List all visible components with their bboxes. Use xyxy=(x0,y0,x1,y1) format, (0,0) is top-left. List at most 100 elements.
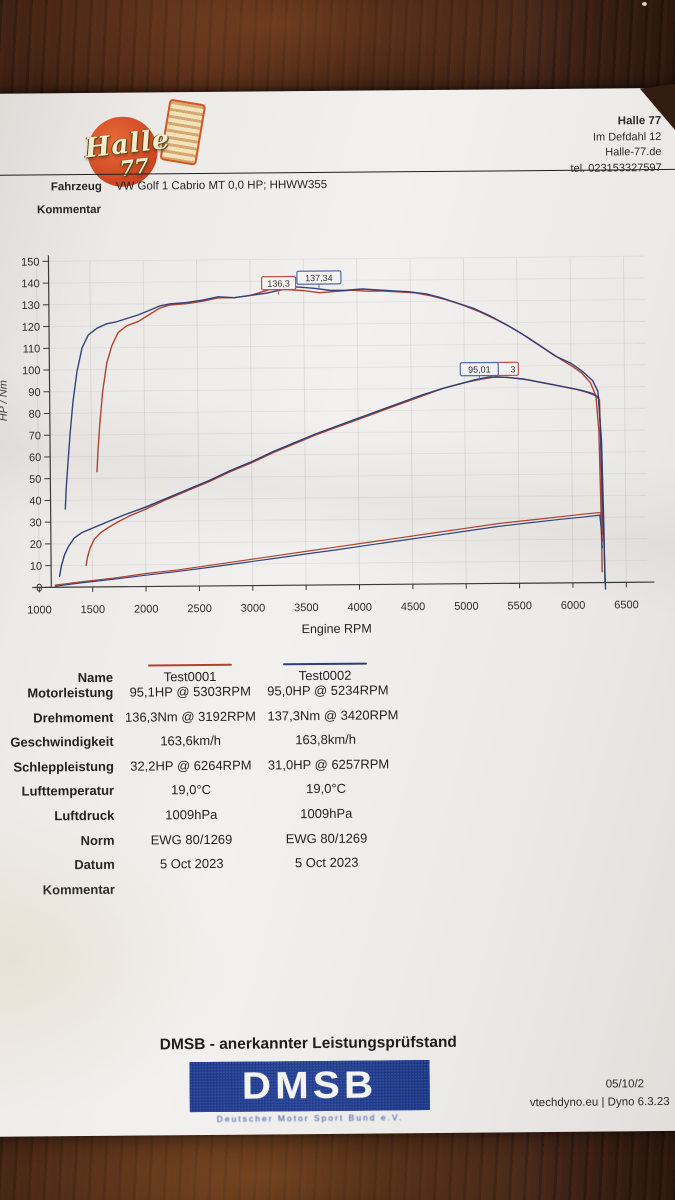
x-tick-label: 4500 xyxy=(401,601,426,613)
grid-h xyxy=(48,277,645,284)
y-tick-label: 10 xyxy=(30,561,42,573)
x-axis xyxy=(32,581,655,589)
x-tick-label: 1500 xyxy=(81,604,106,616)
grid-h xyxy=(50,472,647,480)
x-tick-label: 3000 xyxy=(241,602,266,614)
table-row: Drehmoment 136,3Nm @ 3192RPM 137,3Nm @ 342… xyxy=(0,707,416,735)
table-row: Schleppleistung 32,2HP @ 6264RPM 31,0HP @ … xyxy=(0,756,416,784)
peak-label-box xyxy=(296,270,342,285)
row-value: 19,0°C xyxy=(171,782,212,798)
row-label: Lufttemperatur xyxy=(21,783,115,799)
y-tick-label: 20 xyxy=(30,539,42,551)
series-test0002-torque-nm- xyxy=(64,286,606,584)
y-tick-label: 30 xyxy=(29,517,41,529)
peak-label-text: 136,3 xyxy=(267,279,290,289)
x-axis-label: Engine RPM xyxy=(302,622,372,637)
grid-h xyxy=(50,451,647,458)
print-date: 05/10/2 xyxy=(605,1078,645,1091)
series-color-swatch xyxy=(147,663,232,667)
row-label: Geschwindigkeit xyxy=(10,733,114,750)
vehicle-value: VW Golf 1 Cabrio MT 0,0 HP; HHWW355 xyxy=(115,178,328,193)
grid-h xyxy=(48,255,645,262)
x-tick-label: 6500 xyxy=(614,599,639,611)
y-tick-label: 110 xyxy=(23,343,41,355)
print-source: vtechdyno.eu | Dyno 6.3.23 xyxy=(529,1095,670,1110)
grid-h xyxy=(49,320,646,328)
row-value: EWG 80/1269 xyxy=(150,831,233,848)
grid-h xyxy=(49,364,646,371)
grid-v xyxy=(569,256,574,583)
series-test0001-power-hp- xyxy=(85,376,604,567)
grid-h xyxy=(50,538,647,545)
peak-label-text: 3 xyxy=(510,364,515,374)
comment-label: Kommentar xyxy=(36,203,101,217)
table-row: Lufttemperatur 19,0°C 19,0°C xyxy=(0,781,416,809)
halle77-logo: Halle 77 xyxy=(67,98,248,188)
x-tick-label: 1000 xyxy=(27,604,52,616)
table-row: Kommentar xyxy=(0,879,417,907)
grid-h xyxy=(49,342,646,349)
grid-h xyxy=(49,386,646,393)
row-label: Schleppleistung xyxy=(13,758,114,775)
y-tick-label: 120 xyxy=(22,322,40,334)
row-value: Test0001 xyxy=(113,663,267,685)
crumb-speck xyxy=(642,2,647,6)
test-name: Test0001 xyxy=(163,668,217,685)
grid-v xyxy=(356,258,360,585)
y-tick-label: 100 xyxy=(22,365,40,377)
x-tick-label: 3500 xyxy=(294,602,319,614)
x-tick-label: 5500 xyxy=(507,600,532,612)
table-row: Norm EWG 80/1269 EWG 80/1269 xyxy=(0,830,417,858)
table-row: Motorleistung 95,1HP @ 5303RPM 95,0HP @ 52… xyxy=(0,682,415,710)
dmsb-logo-subtitle: Deutscher Motor Sport Bund e.V. xyxy=(216,1112,404,1124)
grid-v xyxy=(142,260,147,587)
x-tick-label: 4000 xyxy=(347,602,372,614)
y-tick-label: 90 xyxy=(28,387,40,399)
row-value: 163,6km/h xyxy=(160,733,222,749)
row-label: Norm xyxy=(80,832,115,848)
contact-street: Im Defdahl 12 xyxy=(592,130,662,144)
grid-h xyxy=(50,494,647,501)
table-row: Datum 5 Oct 2023 5 Oct 2023 xyxy=(0,854,417,882)
x-tick-label: 2000 xyxy=(134,603,159,615)
row-value: 137,3Nm @ 3420RPM xyxy=(267,706,399,724)
row-label: Kommentar xyxy=(42,881,116,898)
vehicle-label: Fahrzeug xyxy=(50,180,102,194)
row-value: 5 Oct 2023 xyxy=(159,855,224,872)
row-value: EWG 80/1269 xyxy=(285,830,368,846)
grid-v xyxy=(516,257,521,584)
dmsb-logo-text: DMSB xyxy=(241,1064,378,1108)
y-tick-label: 140 xyxy=(21,278,39,290)
grid-v xyxy=(622,256,627,583)
row-value: 32,2HP @ 6264RPM xyxy=(130,757,252,774)
grid-h xyxy=(49,407,646,414)
dyno-chart: 1000 1500 2000 2500 3000 3500 4000 4500 5000 5500… xyxy=(21,255,655,637)
row-value: 95,1HP @ 5303RPM xyxy=(129,683,251,700)
series-color-swatch xyxy=(282,662,367,666)
row-value: 1009hPa xyxy=(300,805,353,822)
peak-label-text: 95,01 xyxy=(468,365,491,375)
y-tick-label: 40 xyxy=(29,495,41,507)
grid-h xyxy=(48,299,645,306)
y-axis-label: HP / Nm xyxy=(0,380,10,422)
y-tick-label: 70 xyxy=(29,430,41,442)
peak-label-text: 137,34 xyxy=(305,273,333,283)
dyno-report-sheet: Halle 77 Halle 77 Im Defdahl 12 Halle-77… xyxy=(0,87,675,1137)
x-tick-label: 6000 xyxy=(561,600,586,612)
row-value: Test0002 xyxy=(267,662,383,683)
results-table: Name Test0001 Test0002 Motorleistung 95,1HP … xyxy=(0,652,417,907)
grid-v xyxy=(35,261,40,588)
row-value: 136,3Nm @ 3192RPM xyxy=(124,708,256,725)
grid-h xyxy=(51,559,648,567)
grid-v xyxy=(462,257,467,584)
y-tick-label: 150 xyxy=(21,256,39,268)
row-label: Datum xyxy=(74,856,115,873)
row-value: 5 Oct 2023 xyxy=(294,854,359,871)
y-axis xyxy=(47,255,52,588)
contact-block: Halle 77 Im Defdahl 12 Halle-77.de tel. … xyxy=(570,114,662,177)
table-row: Geschwindigkeit 163,6km/h 163,8km/h xyxy=(0,731,416,759)
row-label: Motorleistung xyxy=(27,684,114,701)
row-value: 31,0HP @ 6257RPM xyxy=(267,756,390,773)
grid-v xyxy=(302,259,307,586)
